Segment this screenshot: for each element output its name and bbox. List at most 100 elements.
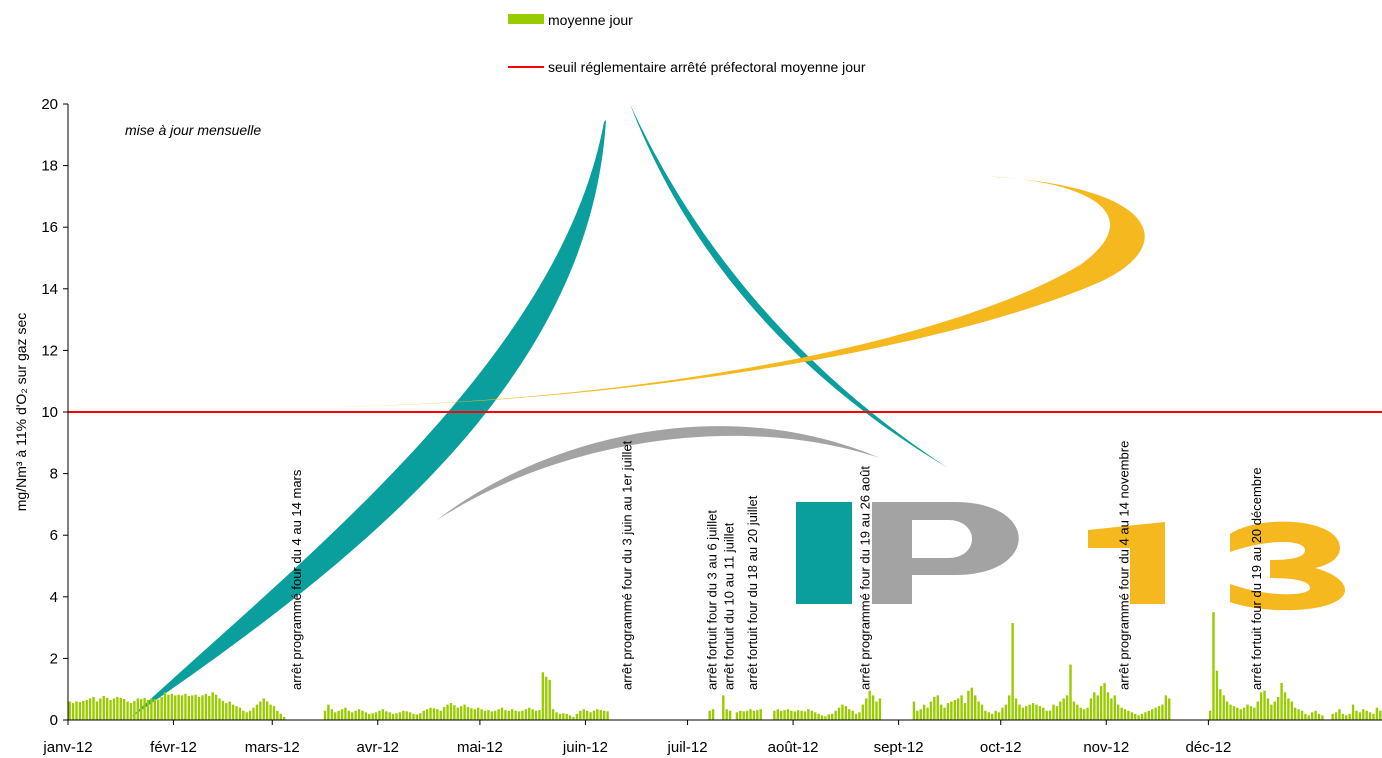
bar <box>262 698 265 720</box>
bar <box>1293 707 1297 720</box>
bar <box>136 698 139 720</box>
bar <box>1273 701 1276 720</box>
bar <box>1079 707 1082 720</box>
bar <box>415 714 419 720</box>
bar <box>184 693 187 720</box>
annotation-label: arrêt programmé four du 4 au 14 mars <box>289 469 304 690</box>
bar <box>1358 712 1362 720</box>
bar <box>1345 715 1348 720</box>
bar <box>279 713 282 720</box>
bar <box>459 706 463 720</box>
bar <box>422 710 425 720</box>
y-tick-label: 4 <box>50 589 58 606</box>
bar <box>1314 710 1317 720</box>
bar <box>483 710 487 720</box>
bar <box>960 695 963 720</box>
bar <box>1208 710 1212 720</box>
bar <box>1307 715 1311 720</box>
bar <box>868 690 871 720</box>
bar <box>528 707 531 720</box>
bar <box>517 711 521 720</box>
bar <box>1225 701 1229 720</box>
bar <box>177 694 180 720</box>
bar <box>1011 622 1014 720</box>
bar <box>756 710 759 720</box>
bar <box>749 709 752 720</box>
bar <box>354 710 357 720</box>
bar <box>432 708 436 720</box>
bar <box>582 709 585 720</box>
bar <box>214 694 218 720</box>
bar <box>1031 703 1035 720</box>
bar <box>722 695 725 720</box>
legend-bar-label: moyenne jour <box>548 12 633 28</box>
bar <box>490 711 494 720</box>
bar <box>1219 689 1222 720</box>
bar <box>991 713 994 720</box>
y-axis: 0 2 4 6 8 10 12 14 16 18 20 <box>41 96 68 729</box>
y-tick-label: 16 <box>41 219 58 236</box>
bar <box>980 704 984 720</box>
bar <box>1086 707 1089 720</box>
y-tick-label: 6 <box>50 527 58 544</box>
bar <box>507 710 511 720</box>
bar <box>1239 709 1242 720</box>
bar <box>252 707 255 720</box>
x-tick-label: mai-12 <box>457 739 503 756</box>
bar <box>796 710 800 720</box>
y-tick-label: 20 <box>41 96 58 113</box>
bar <box>1266 698 1270 720</box>
bar <box>1130 712 1133 720</box>
bar <box>157 699 160 720</box>
bar <box>950 701 953 720</box>
bar <box>1116 704 1120 720</box>
bar <box>524 709 528 720</box>
bar <box>514 710 517 720</box>
legend-line-label: seuil réglementaire arrêté préfectoral m… <box>548 59 866 75</box>
bar <box>1014 698 1018 720</box>
bar <box>116 696 119 720</box>
bar <box>374 712 378 720</box>
bar <box>841 704 844 720</box>
x-tick-label: janv-12 <box>42 739 92 756</box>
bar <box>1151 709 1154 720</box>
bar <box>970 687 974 720</box>
bar <box>834 710 837 720</box>
x-tick-label: oct-12 <box>980 739 1022 756</box>
bar <box>381 709 385 720</box>
bar <box>119 697 122 720</box>
bar <box>1025 706 1028 720</box>
annotation-label: arrêt fortuit four du 18 au 20 juillet <box>745 495 760 690</box>
bar <box>163 692 167 720</box>
bar <box>75 701 78 720</box>
x-tick-label: août-12 <box>768 739 819 756</box>
bar <box>364 712 368 720</box>
bar <box>208 695 211 720</box>
bar <box>1253 707 1256 720</box>
bar <box>585 710 589 720</box>
bar <box>1045 710 1048 720</box>
bar <box>1365 710 1368 720</box>
bar <box>167 694 170 720</box>
bar <box>572 716 575 720</box>
bar <box>95 701 99 720</box>
bar <box>68 701 71 720</box>
bar <box>480 709 483 720</box>
bar <box>160 696 163 720</box>
bar <box>368 713 371 720</box>
bar <box>728 710 732 720</box>
x-axis: janv-12 févr-12 mars-12 avr-12 mai-12 juin-12… <box>42 720 1231 756</box>
bar <box>334 712 337 720</box>
bar <box>225 703 228 720</box>
bar <box>143 697 146 720</box>
bar <box>854 713 858 720</box>
bar <box>351 712 354 720</box>
bar <box>844 706 848 720</box>
bar <box>1048 710 1052 720</box>
bar <box>1287 698 1290 720</box>
bar <box>548 679 551 720</box>
bar <box>861 704 865 720</box>
bar <box>984 710 987 720</box>
bar <box>1140 713 1144 720</box>
bar <box>85 699 88 720</box>
